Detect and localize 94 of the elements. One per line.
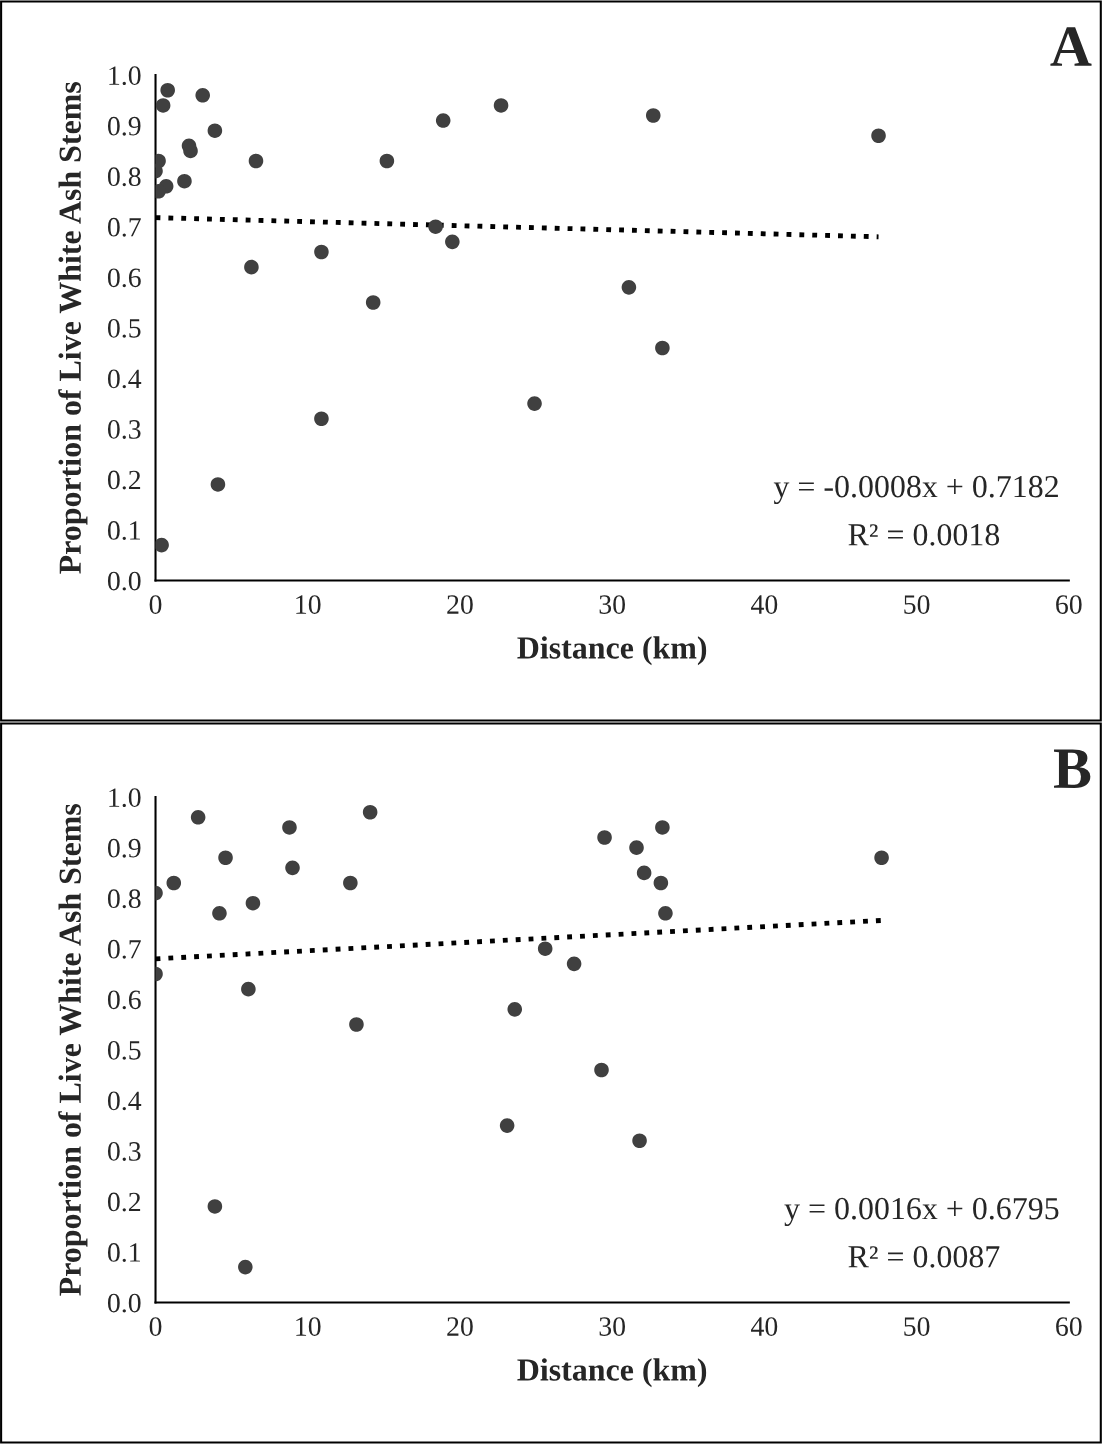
point <box>166 875 182 891</box>
point <box>212 906 227 921</box>
point <box>499 1118 515 1133</box>
point <box>210 477 226 492</box>
y-tick-label: 0.9 <box>107 116 141 136</box>
point <box>314 244 329 260</box>
x-tick-label: 20 <box>447 1317 473 1336</box>
x-tick-label: 40 <box>751 595 778 614</box>
x-tick-label: 20 <box>447 595 473 614</box>
point <box>645 108 661 123</box>
point <box>195 88 210 103</box>
point <box>207 1199 223 1214</box>
y-tick-label: 0.5 <box>107 318 141 338</box>
y-tick-label: 0.7 <box>107 217 141 237</box>
text: A <box>1050 27 1092 66</box>
x-tick-label: 60 <box>1056 595 1082 614</box>
point <box>244 259 259 275</box>
x-tick-label: 30 <box>599 1317 625 1336</box>
point <box>655 820 670 835</box>
point <box>160 82 175 98</box>
point <box>537 941 553 956</box>
point <box>314 411 329 427</box>
x-axis-title: Distance (km) <box>517 636 707 666</box>
point <box>362 804 378 820</box>
point <box>594 1062 609 1078</box>
point <box>435 113 451 128</box>
point <box>218 850 233 866</box>
y-tick-label: 1.0 <box>109 66 141 86</box>
text: B <box>1054 749 1091 788</box>
x-tick-label: 0 <box>149 1317 162 1336</box>
point <box>428 219 443 234</box>
point <box>636 865 652 881</box>
y-tick-label: 0.0 <box>107 571 141 591</box>
point <box>285 860 300 876</box>
point <box>155 537 169 553</box>
point <box>241 981 256 997</box>
y-tick-label: 0.2 <box>107 470 141 490</box>
x-tick-label: 10 <box>296 1317 321 1336</box>
y-axis-title: Proportion of Live White Ash Stems <box>58 82 88 574</box>
point <box>177 173 192 189</box>
point <box>597 830 612 845</box>
point <box>632 1133 647 1149</box>
point <box>871 128 886 144</box>
x-axis-title: Distance (km) <box>517 1358 707 1388</box>
point <box>349 1017 364 1032</box>
x-tick-label: 0 <box>149 595 162 614</box>
point <box>658 906 673 921</box>
point <box>245 895 261 911</box>
point <box>621 280 637 295</box>
y-tick-label: 0.6 <box>107 268 141 288</box>
y-tick-label: 0.4 <box>107 1091 142 1111</box>
point <box>653 875 669 891</box>
y-tick-label: 0.7 <box>107 939 141 959</box>
point <box>527 396 542 411</box>
y-tick-label: 0.3 <box>107 420 141 439</box>
y-tick-label: 0.2 <box>107 1192 141 1212</box>
point <box>874 850 889 866</box>
annotation: R² = 0.0087 <box>848 1245 1000 1268</box>
x-tick-label: 40 <box>751 1317 778 1336</box>
y-tick-label: 0.3 <box>107 1142 141 1161</box>
point <box>629 840 644 855</box>
point <box>248 153 264 169</box>
point <box>238 1259 253 1275</box>
y-tick-label: 0.9 <box>107 838 141 858</box>
x-tick-label: 50 <box>904 595 930 614</box>
x-tick-label: 30 <box>599 595 625 614</box>
point <box>507 1002 523 1017</box>
y-tick-label: 0.5 <box>107 1040 141 1060</box>
y-tick-label: 0.4 <box>107 369 142 389</box>
point <box>190 810 206 825</box>
point <box>155 98 171 113</box>
point <box>445 234 460 250</box>
x-tick-label: 50 <box>904 1317 930 1336</box>
annotation: R² = 0.0018 <box>848 523 1000 546</box>
y-tick-label: 1.0 <box>109 788 141 808</box>
point <box>365 295 381 310</box>
point <box>207 123 223 138</box>
y-tick-label: 0.1 <box>107 521 140 540</box>
y-tick-label: 0.0 <box>107 1293 141 1313</box>
point <box>655 340 670 356</box>
y-tick-label: 0.8 <box>107 167 141 187</box>
point <box>282 820 297 835</box>
point <box>566 956 582 972</box>
x-tick-label: 60 <box>1056 1317 1082 1336</box>
point <box>343 875 358 891</box>
annotation: y = 0.0016x + 0.6795 <box>784 1197 1059 1226</box>
y-tick-label: 0.6 <box>107 990 141 1010</box>
point <box>493 98 509 113</box>
point <box>379 153 395 169</box>
annotation: y = -0.0008x + 0.7182 <box>773 475 1058 504</box>
y-axis-title: Proportion of Live White Ash Stems <box>58 804 88 1296</box>
x-tick-label: 10 <box>296 595 321 614</box>
y-tick-label: 0.8 <box>107 889 141 909</box>
y-tick-label: 0.1 <box>107 1243 140 1262</box>
